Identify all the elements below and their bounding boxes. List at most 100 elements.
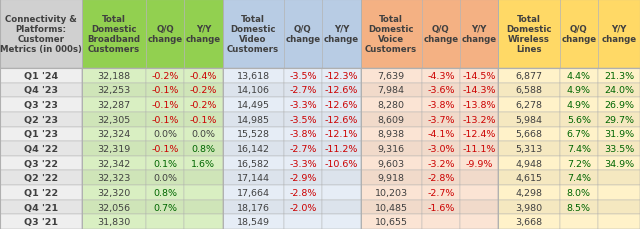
Bar <box>0 185 82 200</box>
Bar <box>82 214 146 229</box>
Text: 14,106: 14,106 <box>237 86 269 95</box>
Bar <box>460 142 499 156</box>
Text: -11.1%: -11.1% <box>463 144 496 153</box>
Bar <box>0 156 82 171</box>
Bar <box>360 142 422 156</box>
Bar <box>598 112 640 127</box>
Bar <box>360 112 422 127</box>
Text: -13.2%: -13.2% <box>463 115 496 124</box>
Text: -3.5%: -3.5% <box>289 115 317 124</box>
Bar <box>284 83 322 98</box>
Bar <box>184 83 223 98</box>
Text: 0.0%: 0.0% <box>153 174 177 183</box>
Text: 7,984: 7,984 <box>378 86 404 95</box>
Bar <box>284 214 322 229</box>
Bar <box>360 156 422 171</box>
Bar <box>559 69 598 83</box>
Text: 0.7%: 0.7% <box>153 203 177 212</box>
Bar <box>460 185 499 200</box>
Bar <box>322 69 360 83</box>
Bar <box>598 69 640 83</box>
Bar <box>184 156 223 171</box>
Bar <box>360 200 422 214</box>
Text: -2.0%: -2.0% <box>289 203 317 212</box>
Text: 32,253: 32,253 <box>97 86 131 95</box>
Bar <box>360 98 422 112</box>
Text: 32,319: 32,319 <box>97 144 131 153</box>
Text: Q4 '21: Q4 '21 <box>24 203 58 212</box>
Text: -3.7%: -3.7% <box>427 115 454 124</box>
Bar <box>146 142 184 156</box>
Bar <box>499 112 559 127</box>
Text: 4,948: 4,948 <box>516 159 543 168</box>
Bar <box>598 142 640 156</box>
Text: -0.2%: -0.2% <box>189 101 217 110</box>
Bar <box>0 127 82 142</box>
Bar <box>360 69 422 83</box>
Text: 8.5%: 8.5% <box>567 203 591 212</box>
Bar <box>559 185 598 200</box>
Bar <box>422 171 460 185</box>
Text: Q3 '22: Q3 '22 <box>24 159 58 168</box>
Text: 0.0%: 0.0% <box>153 130 177 139</box>
Text: 32,320: 32,320 <box>97 188 131 197</box>
Bar <box>322 142 360 156</box>
Bar <box>460 112 499 127</box>
Text: Y/Y
change: Y/Y change <box>602 25 637 44</box>
Text: 16,142: 16,142 <box>237 144 269 153</box>
Bar <box>422 112 460 127</box>
Bar <box>598 214 640 229</box>
Text: 6,877: 6,877 <box>516 71 543 80</box>
Bar <box>360 214 422 229</box>
Bar <box>146 83 184 98</box>
Text: 6.7%: 6.7% <box>567 130 591 139</box>
Text: 4.9%: 4.9% <box>567 101 591 110</box>
Bar <box>598 83 640 98</box>
Bar <box>0 214 82 229</box>
Bar <box>422 200 460 214</box>
Text: 15,528: 15,528 <box>237 130 269 139</box>
Text: Q2 '23: Q2 '23 <box>24 115 58 124</box>
Text: -4.3%: -4.3% <box>427 71 454 80</box>
Bar <box>284 69 322 83</box>
Text: 4,298: 4,298 <box>516 188 543 197</box>
Text: 9,603: 9,603 <box>378 159 404 168</box>
Bar <box>184 69 223 83</box>
Bar <box>0 200 82 214</box>
Bar <box>184 127 223 142</box>
Bar <box>360 127 422 142</box>
Bar <box>360 171 422 185</box>
Text: Total
Domestic
Broadband
Customers: Total Domestic Broadband Customers <box>87 15 140 54</box>
Bar <box>422 156 460 171</box>
Bar <box>82 0 146 69</box>
Bar <box>460 156 499 171</box>
Bar <box>223 185 284 200</box>
Bar <box>559 171 598 185</box>
Text: 8,280: 8,280 <box>378 101 404 110</box>
Text: -3.8%: -3.8% <box>289 130 317 139</box>
Text: -0.1%: -0.1% <box>151 115 179 124</box>
Text: Q/Q
change: Q/Q change <box>147 25 182 44</box>
Bar <box>460 0 499 69</box>
Text: 32,324: 32,324 <box>97 130 131 139</box>
Bar <box>82 156 146 171</box>
Text: 4.4%: 4.4% <box>567 71 591 80</box>
Text: Y/Y
change: Y/Y change <box>461 25 497 44</box>
Bar <box>322 200 360 214</box>
Text: Q2 '22: Q2 '22 <box>24 174 58 183</box>
Bar <box>499 0 559 69</box>
Text: 17,664: 17,664 <box>237 188 269 197</box>
Bar <box>499 69 559 83</box>
Bar <box>422 98 460 112</box>
Text: -3.8%: -3.8% <box>427 101 454 110</box>
Bar <box>284 185 322 200</box>
Bar <box>184 0 223 69</box>
Text: -3.5%: -3.5% <box>289 71 317 80</box>
Text: 24.0%: 24.0% <box>604 86 634 95</box>
Bar <box>460 214 499 229</box>
Bar <box>598 98 640 112</box>
Text: Total
Domestic
Video
Customers: Total Domestic Video Customers <box>227 15 279 54</box>
Bar <box>322 214 360 229</box>
Text: 17,144: 17,144 <box>237 174 269 183</box>
Text: Q/Q
change: Q/Q change <box>285 25 321 44</box>
